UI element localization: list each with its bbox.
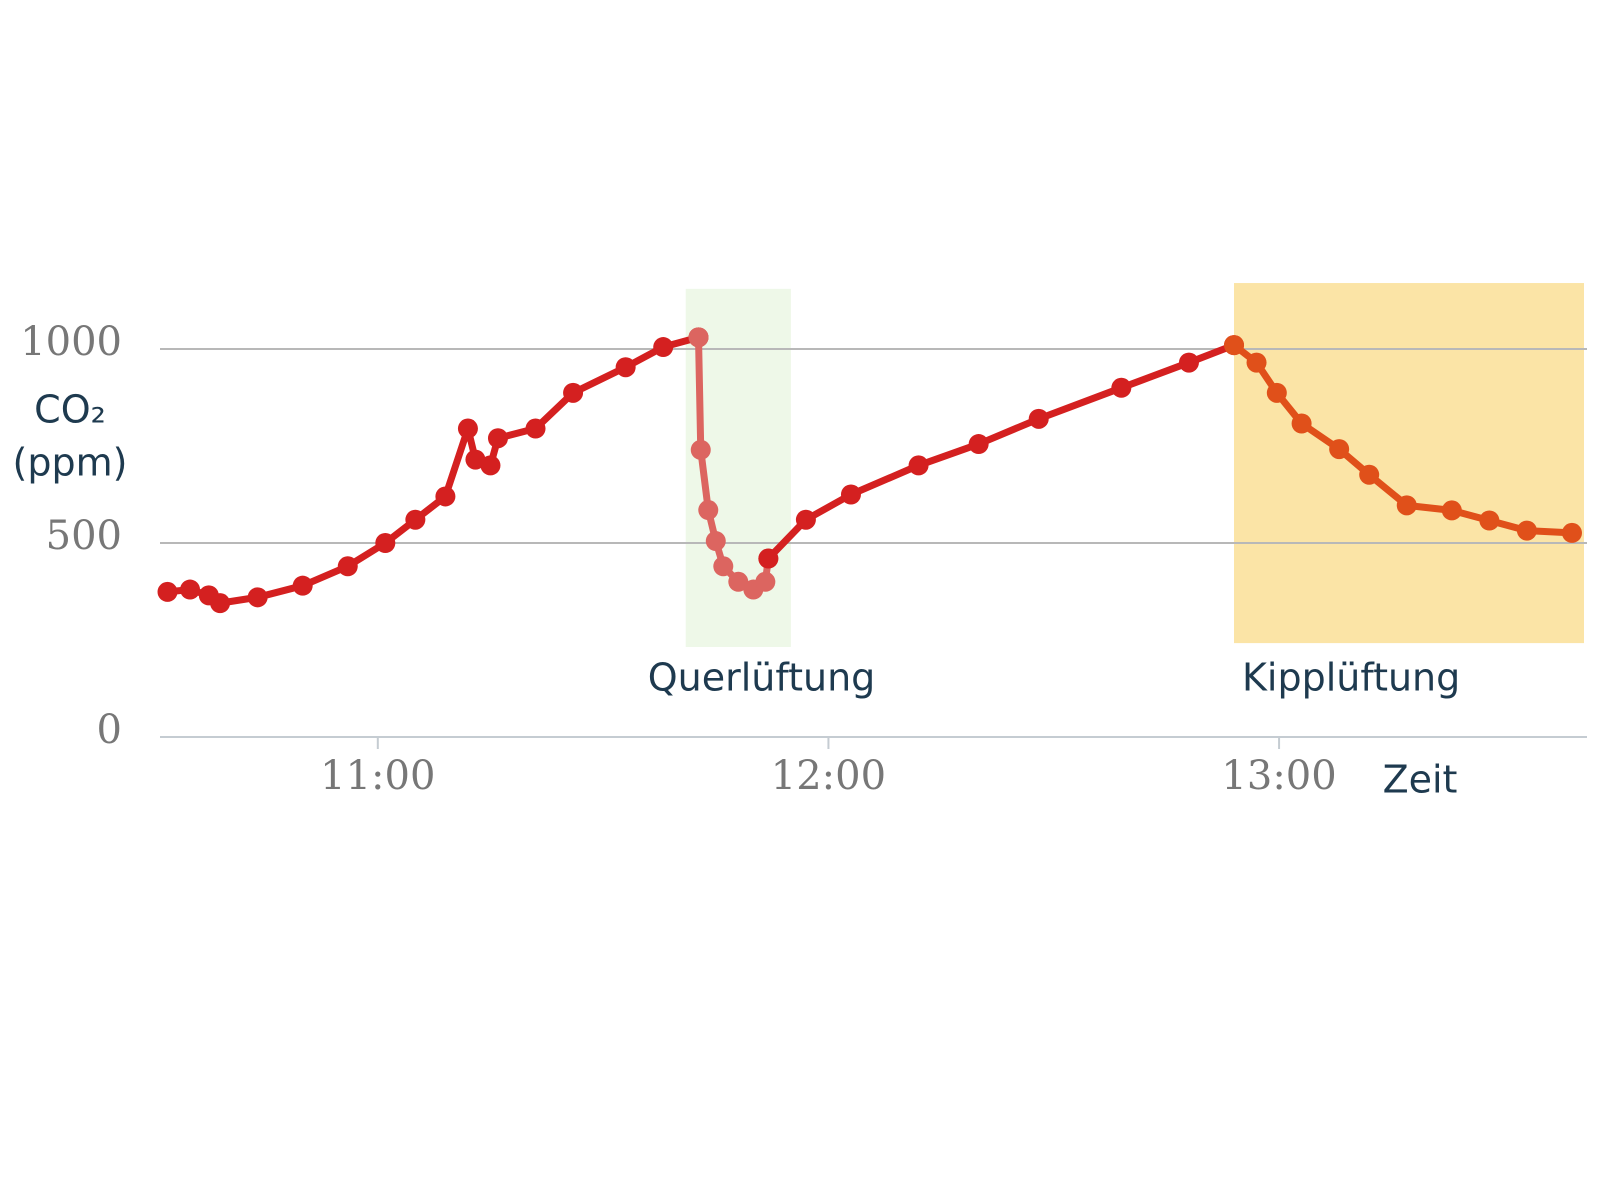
x-tick-label: 13:00 <box>1221 753 1336 799</box>
data-point <box>713 556 734 577</box>
data-point <box>1479 510 1500 531</box>
y-tick-label: 500 <box>46 513 122 559</box>
annotation-label: Kipplüftung <box>1242 656 1460 700</box>
highlight-region <box>1234 283 1584 644</box>
data-point <box>465 449 486 470</box>
data-line <box>167 333 700 607</box>
y-tick-label: 1000 <box>20 319 122 365</box>
background-layer <box>160 283 1587 749</box>
annotation-label: Querlüftung <box>648 656 876 700</box>
data-point <box>180 579 201 600</box>
data-point <box>690 439 711 460</box>
x-tick-label: 12:00 <box>771 753 886 799</box>
data-point <box>457 418 478 439</box>
data-point <box>247 587 268 608</box>
data-point <box>210 593 231 614</box>
y-axis-label: (ppm) <box>13 441 128 485</box>
data-point <box>487 428 508 449</box>
data-point <box>525 418 546 439</box>
data-point <box>1246 352 1267 373</box>
x-tick-label: 11:00 <box>320 753 435 799</box>
data-point <box>480 455 501 476</box>
data-point <box>1178 352 1199 373</box>
data-point <box>968 434 989 455</box>
data-point <box>1396 495 1417 516</box>
data-point <box>1291 413 1312 434</box>
data-point <box>1329 439 1350 460</box>
data-point <box>337 556 358 577</box>
data-point <box>795 509 816 530</box>
data-point <box>405 509 426 530</box>
data-point <box>1516 520 1537 541</box>
x-axis-label: Zeit <box>1383 758 1458 802</box>
data-point <box>435 486 456 507</box>
data-point <box>1224 335 1245 356</box>
data-point <box>1266 382 1287 403</box>
data-point <box>1028 408 1049 429</box>
data-point <box>1441 500 1462 521</box>
data-point <box>758 548 779 569</box>
data-point <box>375 533 396 553</box>
data-point <box>615 357 636 378</box>
data-point <box>1111 377 1132 398</box>
y-axis-label: CO₂ <box>34 388 106 432</box>
data-point <box>840 484 861 505</box>
data-point <box>698 500 719 521</box>
data-point <box>1359 464 1380 485</box>
data-point <box>755 571 776 592</box>
data-point <box>292 575 313 596</box>
data-layer <box>157 327 1582 614</box>
data-point <box>705 531 726 552</box>
data-point <box>563 382 584 403</box>
data-point <box>908 455 929 476</box>
data-point <box>653 337 674 358</box>
data-line <box>765 341 1236 561</box>
data-point <box>688 327 709 348</box>
data-point <box>1561 522 1582 543</box>
data-point <box>728 571 749 592</box>
y-tick-label: 0 <box>97 707 122 753</box>
data-point <box>157 581 178 602</box>
